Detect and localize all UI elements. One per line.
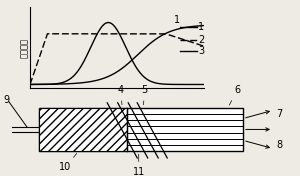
Text: 4: 4 xyxy=(118,85,124,105)
Text: 10: 10 xyxy=(59,153,77,172)
Text: 7: 7 xyxy=(276,109,282,119)
Text: 1: 1 xyxy=(198,22,204,32)
Bar xyxy=(39,108,243,151)
Y-axis label: 沉积温度: 沉积温度 xyxy=(20,37,28,58)
Text: 11: 11 xyxy=(133,154,145,176)
Bar xyxy=(39,108,127,151)
Text: 6: 6 xyxy=(229,85,240,105)
Text: 5: 5 xyxy=(142,85,148,105)
Text: 1: 1 xyxy=(174,15,181,24)
Text: 9: 9 xyxy=(3,95,9,105)
Text: 8: 8 xyxy=(276,140,282,150)
Bar xyxy=(39,108,127,151)
Text: 2: 2 xyxy=(198,35,204,45)
Text: 3: 3 xyxy=(198,46,204,56)
